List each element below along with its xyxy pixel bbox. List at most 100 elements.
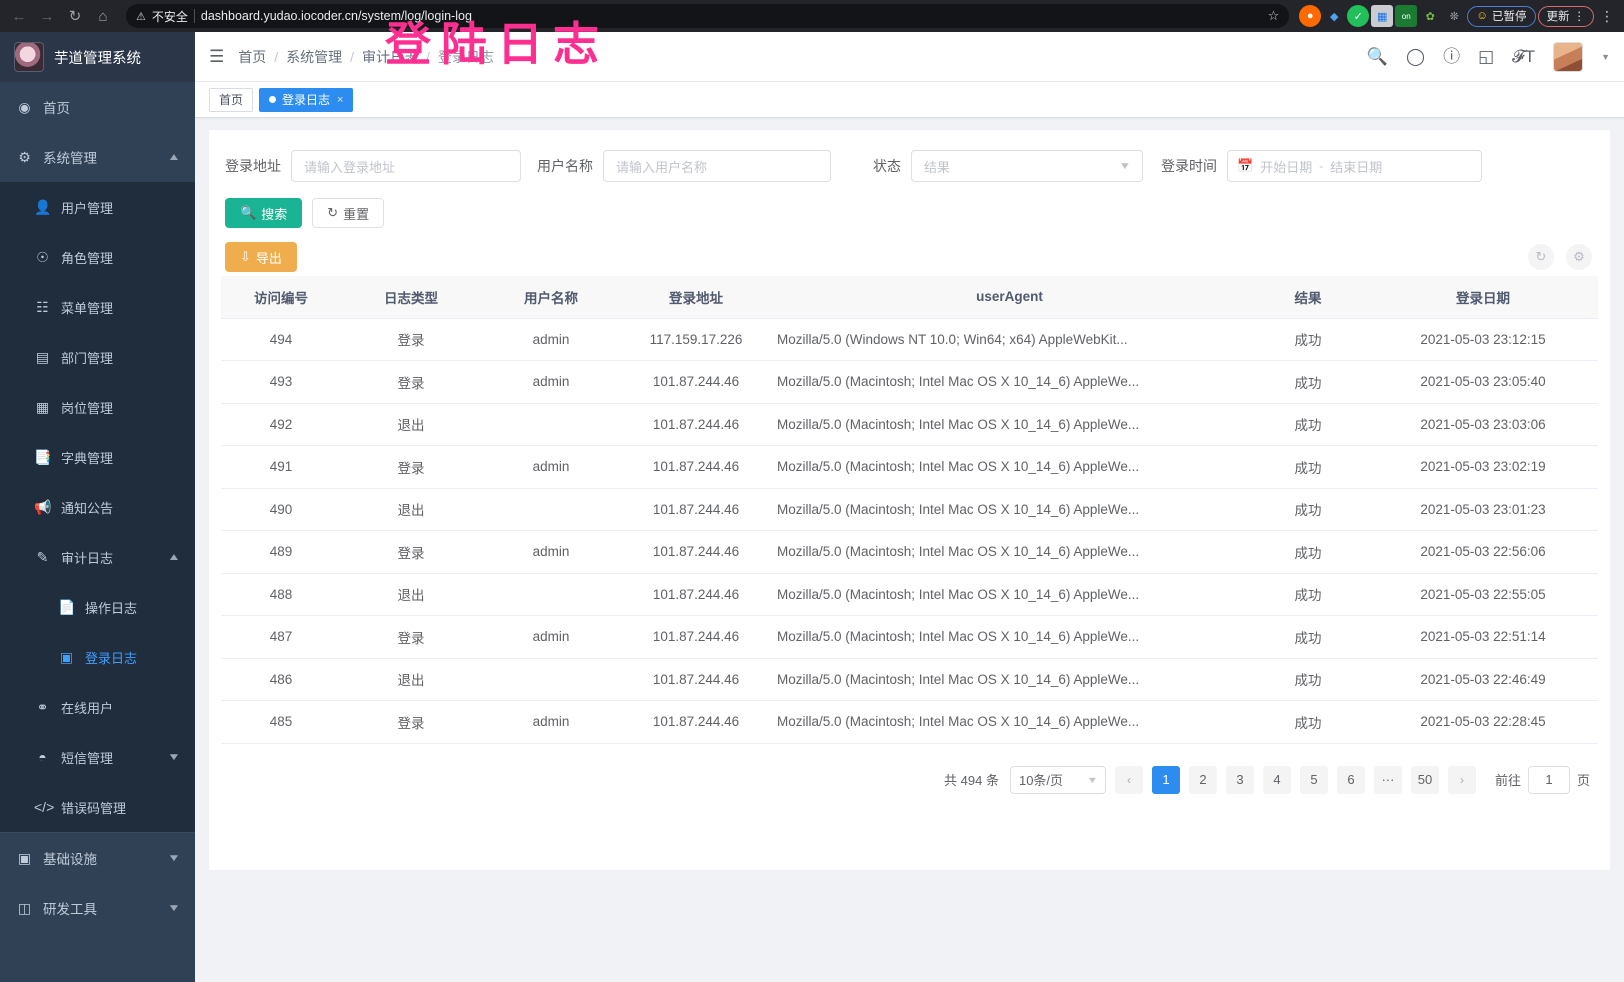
back-arrow-icon[interactable]: ← bbox=[11, 7, 27, 25]
cell-id: 487 bbox=[221, 615, 341, 659]
refresh-circle-icon[interactable]: ↻ bbox=[1528, 244, 1554, 270]
reset-button[interactable]: ↻ 重置 bbox=[312, 198, 385, 228]
reload-icon[interactable]: ↻ bbox=[68, 8, 82, 25]
login-time-daterange[interactable]: 📅 开始日期 - 结束日期 bbox=[1227, 150, 1482, 182]
sidebar-item-online-user[interactable]: ⚭ 在线用户 bbox=[0, 682, 195, 732]
page-size-select[interactable]: 10条/页 ▼ bbox=[1009, 765, 1106, 794]
table-row[interactable]: 494 登录 admin 117.159.17.226 Mozilla/5.0 (Win… bbox=[221, 318, 1598, 361]
ext-on-badge-icon[interactable]: on bbox=[1395, 5, 1418, 27]
cell-address: 101.87.244.46 bbox=[621, 700, 771, 744]
sidebar-item-dict-mgmt[interactable]: 📑 字典管理 bbox=[0, 432, 195, 482]
insecure-label: 不安全 bbox=[151, 9, 188, 24]
sidebar-item-user-mgmt[interactable]: 👤 用户管理 bbox=[0, 182, 195, 232]
chrome-menu-icon[interactable]: ⋮ bbox=[1600, 7, 1614, 24]
chevron-down-icon[interactable]: ▼ bbox=[1601, 51, 1610, 62]
search-icon[interactable]: 🔍 bbox=[1366, 47, 1389, 66]
operation-log-icon: 📄 bbox=[58, 598, 76, 615]
breadcrumb-item[interactable]: 审计日志 bbox=[362, 48, 419, 65]
pagination-ellipsis[interactable]: ··· bbox=[1373, 765, 1402, 794]
ext-green-check-icon[interactable]: ✓ bbox=[1347, 5, 1370, 27]
avatar[interactable] bbox=[1553, 41, 1584, 72]
tab-home[interactable]: 首页 bbox=[209, 87, 254, 112]
forward-arrow-icon[interactable]: → bbox=[39, 7, 55, 25]
pagination-page-button[interactable]: 2 bbox=[1188, 765, 1217, 794]
pagination-page-button[interactable]: 6 bbox=[1336, 765, 1365, 794]
breadcrumb-item-current: 登录日志 bbox=[437, 48, 494, 65]
table-row[interactable]: 493 登录 admin 101.87.244.46 Mozilla/5.0 (Maci… bbox=[221, 360, 1598, 404]
pagination-page-button[interactable]: 50 bbox=[1410, 765, 1439, 794]
ext-green-leaf-icon[interactable]: ✿ bbox=[1425, 10, 1435, 23]
table-row[interactable]: 485 登录 admin 101.87.244.46 Mozilla/5.0 (Maci… bbox=[221, 700, 1598, 744]
kebab-menu-icon[interactable]: ⋮ bbox=[1573, 11, 1586, 23]
sidebar-item-role-mgmt[interactable]: ☉ 角色管理 bbox=[0, 232, 195, 282]
sidebar-item-system[interactable]: ⚙ 系统管理 ▲ bbox=[0, 132, 195, 182]
ext-blue-doc-icon[interactable]: ▦ bbox=[1371, 5, 1394, 27]
columns-settings-icon[interactable]: ⚙ bbox=[1566, 244, 1592, 270]
sidebar-item-operation-log[interactable]: 📄 操作日志 bbox=[0, 582, 195, 632]
sidebar-item-menu-mgmt[interactable]: ☷ 菜单管理 bbox=[0, 282, 195, 332]
pagination-page-button[interactable]: 3 bbox=[1225, 765, 1254, 794]
breadcrumb-item[interactable]: 首页 bbox=[238, 48, 267, 65]
pagination-page-button[interactable]: 1 bbox=[1151, 765, 1180, 794]
sidebar-item-login-log[interactable]: ▣ 登录日志 bbox=[0, 632, 195, 682]
sidebar-item-home[interactable]: ◉ 首页 bbox=[0, 82, 195, 132]
paused-pill[interactable]: ☺ 已暂停 bbox=[1467, 5, 1536, 27]
sidebar-item-sms-mgmt[interactable]: ◓ 短信管理 ▼ bbox=[0, 732, 195, 782]
cell-id: 485 bbox=[221, 700, 341, 744]
table-row[interactable]: 490 退出 101.87.244.46 Mozilla/5.0 (Macintosh… bbox=[221, 488, 1598, 531]
table-row[interactable]: 486 退出 101.87.244.46 Mozilla/5.0 (Macintosh… bbox=[221, 658, 1598, 701]
status-select[interactable]: 结果 ▼ bbox=[911, 150, 1143, 182]
jump-page-input[interactable]: 1 bbox=[1527, 765, 1570, 794]
help-icon[interactable]: ⓘ bbox=[1443, 47, 1461, 66]
gear-icon: ⚙ bbox=[18, 148, 31, 165]
close-icon[interactable]: × bbox=[337, 93, 344, 106]
logo-image bbox=[14, 42, 44, 72]
sidebar-item-devtools[interactable]: ◫ 研发工具 ▼ bbox=[0, 883, 195, 933]
cell-address: 117.159.17.226 bbox=[621, 318, 771, 361]
sidebar-item-audit-log[interactable]: ✎ 审计日志 ▲ bbox=[0, 532, 195, 582]
app-root: 芋道管理系统 ◉ 首页 ⚙ 系统管理 ▲ 👤 用户管理 ☉ 角色管理 ☷ 菜单管… bbox=[0, 32, 1624, 982]
table-row[interactable]: 489 登录 admin 101.87.244.46 Mozilla/5.0 (Maci… bbox=[221, 530, 1598, 574]
fullscreen-icon[interactable]: ◱ bbox=[1478, 47, 1495, 66]
ext-puzzle-icon[interactable]: ❊ bbox=[1449, 10, 1459, 23]
pagination-prev-button[interactable]: ‹ bbox=[1114, 765, 1143, 794]
update-pill[interactable]: 更新 ⋮ bbox=[1537, 5, 1594, 27]
table-row[interactable]: 492 退出 101.87.244.46 Mozilla/5.0 (Macintosh… bbox=[221, 403, 1598, 446]
table-row[interactable]: 491 登录 admin 101.87.244.46 Mozilla/5.0 (Maci… bbox=[221, 445, 1598, 489]
pagination-page-button[interactable]: 5 bbox=[1299, 765, 1328, 794]
monitor-icon: ▣ bbox=[17, 849, 32, 866]
font-size-icon[interactable]: 𝓕T bbox=[1512, 47, 1536, 66]
username-input[interactable]: 请输入用户名称 bbox=[603, 150, 831, 182]
home-icon[interactable]: ⌂ bbox=[98, 7, 108, 25]
export-button[interactable]: ⇩ 导出 bbox=[225, 242, 297, 272]
cell-id: 488 bbox=[221, 573, 341, 616]
pagination-page-button[interactable]: 4 bbox=[1262, 765, 1291, 794]
breadcrumb-item[interactable]: 系统管理 bbox=[286, 48, 343, 65]
login-log-icon: ▣ bbox=[59, 648, 74, 665]
sidebar-item-dept-mgmt[interactable]: ▤ 部门管理 bbox=[0, 332, 195, 382]
bookmark-star-icon[interactable]: ☆ bbox=[1267, 8, 1280, 23]
pagination-next-button[interactable]: › bbox=[1447, 765, 1476, 794]
cell-type: 登录 bbox=[341, 615, 481, 659]
sidebar-item-error-code[interactable]: </> 错误码管理 bbox=[0, 782, 195, 832]
url-text: dashboard.yudao.iocoder.cn/system/log/lo… bbox=[200, 9, 472, 23]
sidebar-item-post-mgmt[interactable]: ▦ 岗位管理 bbox=[0, 382, 195, 432]
ext-orange-icon[interactable]: ● bbox=[1299, 5, 1322, 27]
tab-login-log[interactable]: 登录日志 × bbox=[259, 87, 354, 112]
search-button[interactable]: 🔍 搜索 bbox=[225, 198, 303, 228]
table-row[interactable]: 488 退出 101.87.244.46 Mozilla/5.0 (Macintosh… bbox=[221, 573, 1598, 616]
cell-useragent: Mozilla/5.0 (Macintosh; Intel Mac OS X 1… bbox=[771, 360, 1248, 404]
date-start-placeholder: 开始日期 bbox=[1260, 159, 1313, 175]
omnibox[interactable]: ⚠ 不安全 dashboard.yudao.iocoder.cn/system/… bbox=[126, 4, 1290, 28]
login-address-input[interactable]: 请输入登录地址 bbox=[291, 150, 521, 182]
sidebar-item-infra[interactable]: ▣ 基础设施 ▼ bbox=[0, 833, 195, 883]
cell-user bbox=[481, 488, 621, 531]
github-icon[interactable]: ◯ bbox=[1406, 47, 1426, 66]
hamburger-icon[interactable]: ☰ bbox=[209, 47, 225, 66]
cell-address: 101.87.244.46 bbox=[621, 573, 771, 616]
table-row[interactable]: 487 登录 admin 101.87.244.46 Mozilla/5.0 (Maci… bbox=[221, 615, 1598, 659]
sidebar-item-notice[interactable]: 📢 通知公告 bbox=[0, 482, 195, 532]
ext-blue-diamond-icon[interactable]: ◆ bbox=[1330, 10, 1339, 23]
sidebar-logo[interactable]: 芋道管理系统 bbox=[0, 32, 195, 82]
cell-id: 493 bbox=[221, 360, 341, 404]
